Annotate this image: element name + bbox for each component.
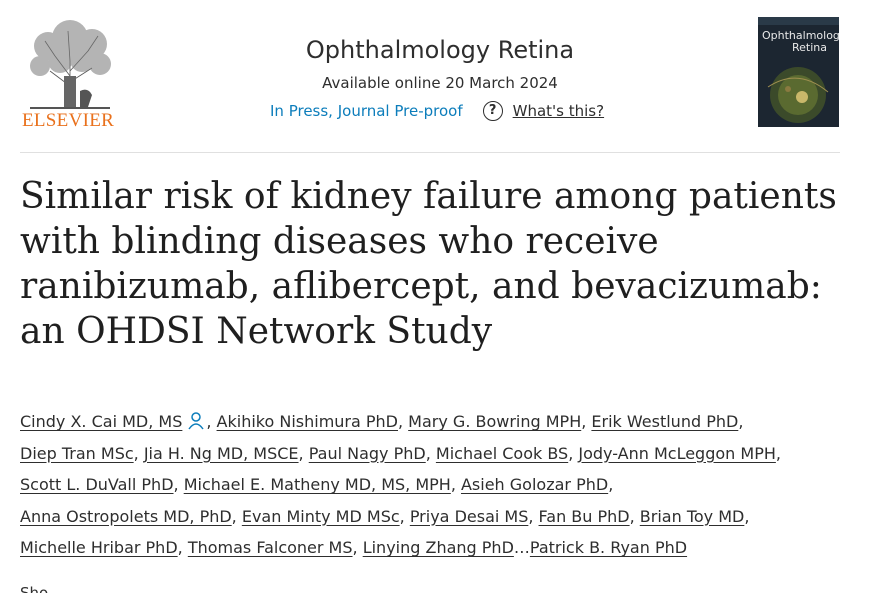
- author-link[interactable]: Fan Bu PhD: [538, 506, 630, 526]
- author-link[interactable]: Paul Nagy PhD: [308, 443, 426, 463]
- elsevier-tree-icon: [30, 20, 111, 109]
- author-link[interactable]: Erik Westlund PhD: [591, 412, 739, 431]
- available-online-date: Available online 20 March 2024: [322, 74, 558, 92]
- show-more-partial[interactable]: Sho: [20, 584, 49, 593]
- author-link[interactable]: Patrick B. Ryan PhD: [529, 538, 688, 557]
- author-link[interactable]: Evan Minty MD MSc: [241, 506, 400, 526]
- author-link[interactable]: Scott L. DuVall PhD: [20, 475, 174, 494]
- cover-artwork: [758, 17, 839, 127]
- article-title: Similar risk of kidney failure among pat…: [20, 176, 837, 352]
- whats-this-link[interactable]: What's this?: [512, 102, 605, 120]
- journal-name-link[interactable]: Ophthalmology Retina: [305, 36, 575, 64]
- author-link[interactable]: Diep Tran MSc: [20, 443, 134, 463]
- author-link[interactable]: Linying Zhang PhD: [362, 538, 514, 557]
- journal-title-block: Ophthalmology Retina: [230, 36, 650, 64]
- author-link[interactable]: Michael Cook BS: [435, 443, 569, 463]
- cover-title: Ophthalmology Retina: [762, 30, 839, 54]
- author-list: Cindy X. Cai MD, MS, Akihiko Nishimura P…: [20, 412, 781, 557]
- article-header: ELSEVIER Ophthalmology Retina Available …: [0, 0, 879, 153]
- elsevier-logo[interactable]: [20, 16, 120, 128]
- author-link[interactable]: Michelle Hribar PhD: [20, 538, 178, 557]
- author-link[interactable]: Cindy X. Cai MD, MS: [20, 412, 183, 431]
- header-divider: [20, 152, 840, 153]
- in-press-status: In Press, Journal Pre-proof: [270, 102, 463, 120]
- author-link[interactable]: Anna Ostropolets MD, PhD: [20, 506, 232, 526]
- author-ellipsis: …: [513, 538, 530, 557]
- person-icon[interactable]: [188, 412, 204, 430]
- cover-title-line2: Retina: [792, 41, 827, 54]
- elsevier-wordmark: ELSEVIER: [22, 110, 115, 131]
- journal-cover-image[interactable]: Ophthalmology Retina: [758, 17, 839, 127]
- author-link[interactable]: Asieh Golozar PhD: [460, 475, 609, 494]
- author-link[interactable]: Thomas Falconer MS: [187, 538, 353, 557]
- author-link[interactable]: Mary G. Bowring MPH: [408, 412, 582, 431]
- author-link[interactable]: Michael E. Matheny MD, MS, MPH: [183, 475, 451, 494]
- author-link[interactable]: Priya Desai MS: [409, 506, 529, 526]
- author-link[interactable]: Akihiko Nishimura PhD: [216, 412, 398, 431]
- author-link[interactable]: Brian Toy MD: [639, 506, 745, 526]
- cover-title-line1: Ophthalmology: [762, 29, 839, 42]
- author-link[interactable]: Jody-Ann McLeggon MPH: [578, 443, 776, 463]
- question-circle-icon[interactable]: ?: [482, 101, 503, 121]
- article-status-row: In Press, Journal Pre-proof ? What's thi…: [270, 101, 604, 121]
- author-link[interactable]: Jia H. Ng MD, MSCE: [143, 443, 299, 463]
